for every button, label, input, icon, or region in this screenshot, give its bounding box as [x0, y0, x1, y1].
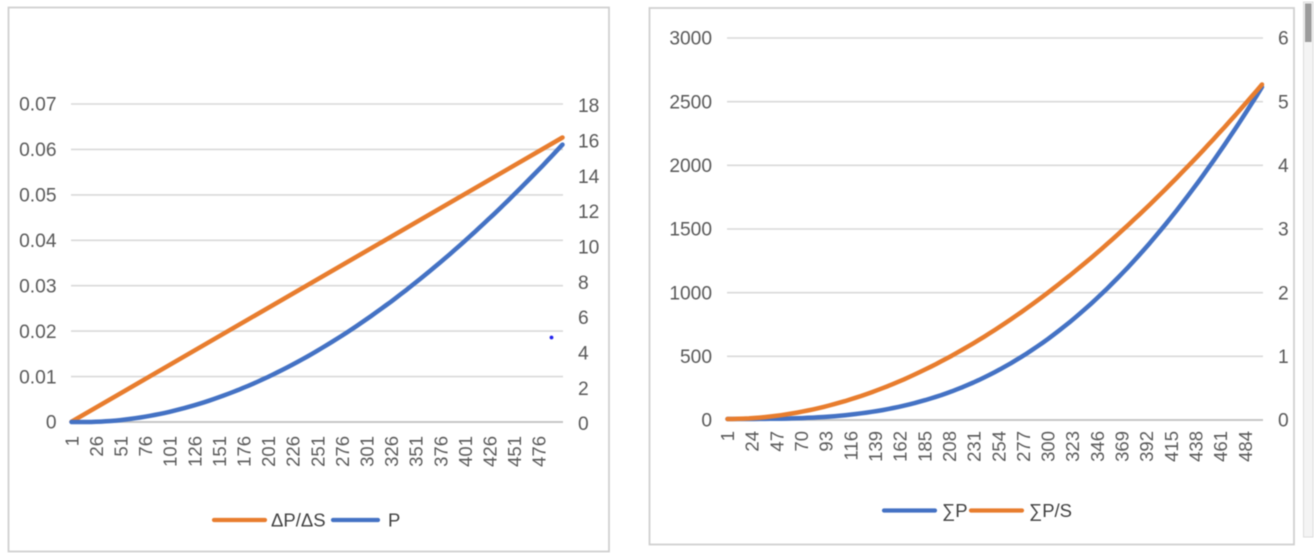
svg-text:426: 426: [480, 436, 501, 467]
svg-text:93: 93: [816, 431, 837, 452]
svg-text:251: 251: [307, 436, 328, 467]
svg-text:208: 208: [939, 431, 960, 462]
svg-text:0.06: 0.06: [19, 140, 56, 161]
svg-text:24: 24: [742, 431, 763, 452]
svg-text:18: 18: [578, 96, 599, 117]
svg-text:3000: 3000: [669, 29, 712, 50]
svg-text:101: 101: [160, 436, 181, 467]
svg-text:3: 3: [1278, 220, 1289, 241]
svg-text:0.07: 0.07: [19, 95, 56, 116]
svg-text:277: 277: [1013, 431, 1034, 462]
svg-text:ΔP/ΔS: ΔP/ΔS: [271, 510, 326, 531]
svg-text:4: 4: [578, 344, 589, 365]
svg-text:0.05: 0.05: [19, 186, 56, 207]
svg-text:415: 415: [1161, 431, 1182, 462]
svg-text:0: 0: [578, 414, 589, 435]
svg-text:0: 0: [46, 413, 57, 434]
svg-text:401: 401: [455, 436, 476, 467]
svg-text:16: 16: [578, 132, 599, 153]
svg-text:4: 4: [1278, 156, 1289, 177]
svg-text:300: 300: [1038, 431, 1059, 462]
svg-text:326: 326: [381, 436, 402, 467]
svg-text:201: 201: [258, 436, 279, 467]
svg-text:369: 369: [1112, 431, 1133, 462]
svg-text:461: 461: [1210, 431, 1231, 462]
svg-text:254: 254: [988, 431, 1009, 462]
svg-text:10: 10: [578, 238, 599, 259]
svg-text:5: 5: [1278, 92, 1289, 113]
svg-text:1: 1: [61, 436, 82, 446]
svg-text:0.04: 0.04: [19, 231, 57, 252]
svg-text:126: 126: [184, 436, 205, 467]
svg-text:276: 276: [332, 436, 353, 467]
svg-text:301: 301: [357, 436, 378, 467]
svg-text:116: 116: [840, 431, 861, 461]
svg-text:162: 162: [890, 431, 911, 462]
svg-text:47: 47: [766, 431, 787, 452]
svg-text:1000: 1000: [669, 283, 712, 304]
svg-text:∑P: ∑P: [942, 500, 968, 521]
svg-text:185: 185: [914, 431, 935, 462]
svg-text:0.01: 0.01: [19, 367, 56, 388]
svg-text:500: 500: [680, 347, 712, 368]
svg-text:438: 438: [1186, 431, 1207, 462]
svg-text:∑P/S: ∑P/S: [1029, 500, 1072, 521]
svg-text:0.02: 0.02: [19, 322, 56, 343]
svg-text:12: 12: [578, 202, 599, 223]
svg-text:51: 51: [111, 436, 132, 457]
svg-text:392: 392: [1136, 431, 1157, 462]
svg-text:451: 451: [504, 436, 525, 467]
svg-text:376: 376: [430, 436, 451, 467]
svg-text:351: 351: [406, 436, 427, 467]
svg-text:8: 8: [578, 273, 589, 294]
svg-text:0: 0: [701, 411, 712, 432]
svg-text:2500: 2500: [669, 92, 712, 113]
svg-text:176: 176: [234, 436, 255, 467]
svg-text:2: 2: [578, 379, 589, 400]
svg-text:346: 346: [1087, 431, 1108, 462]
svg-text:6: 6: [578, 308, 589, 329]
svg-text:76: 76: [135, 436, 156, 457]
svg-text:14: 14: [578, 167, 600, 188]
svg-text:70: 70: [791, 431, 812, 452]
svg-text:26: 26: [86, 436, 107, 457]
svg-text:484: 484: [1235, 431, 1256, 462]
svg-text:0.03: 0.03: [19, 276, 56, 297]
svg-text:0: 0: [1278, 411, 1289, 432]
svg-text:6: 6: [1278, 29, 1289, 50]
svg-text:323: 323: [1062, 431, 1083, 462]
svg-text:231: 231: [964, 431, 985, 462]
svg-text:1500: 1500: [669, 220, 712, 241]
svg-text:2000: 2000: [669, 156, 712, 177]
svg-text:P: P: [388, 510, 400, 531]
svg-text:1: 1: [717, 431, 738, 441]
svg-text:139: 139: [865, 431, 886, 462]
svg-text:476: 476: [529, 436, 550, 467]
svg-text:226: 226: [283, 436, 304, 467]
svg-text:151: 151: [209, 436, 230, 467]
svg-text:2: 2: [1278, 283, 1289, 304]
svg-text:1: 1: [1278, 347, 1289, 368]
